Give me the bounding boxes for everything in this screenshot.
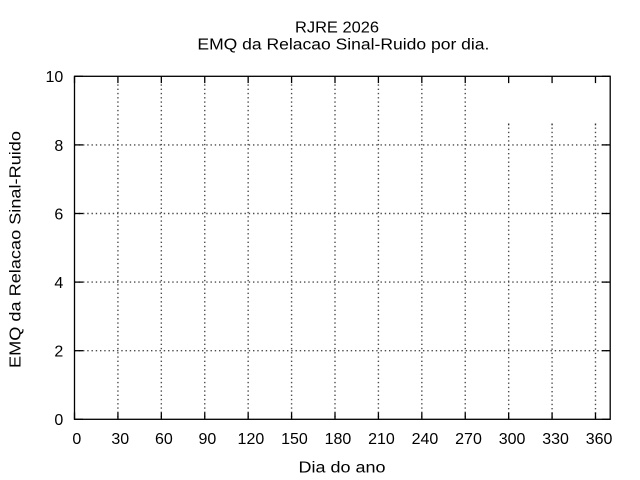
svg-text:10: 10: [46, 69, 64, 86]
svg-text:90: 90: [198, 431, 216, 448]
svg-text:60: 60: [155, 431, 173, 448]
svg-text:240: 240: [412, 431, 439, 448]
svg-text:210: 210: [368, 431, 395, 448]
svg-text:EMQ da Relacao Sinal-Ruido: EMQ da Relacao Sinal-Ruido: [8, 131, 25, 368]
svg-text:150: 150: [281, 431, 308, 448]
svg-text:120: 120: [238, 431, 265, 448]
svg-text:180: 180: [325, 431, 352, 448]
svg-text:6: 6: [54, 206, 63, 223]
svg-text:8: 8: [54, 138, 63, 155]
svg-text:360: 360: [586, 431, 613, 448]
svg-text:2: 2: [54, 344, 63, 361]
svg-text:30: 30: [111, 431, 129, 448]
svg-text:EMQ da Relacao Sinal-Ruido por: EMQ da Relacao Sinal-Ruido por dia.: [197, 36, 489, 53]
svg-text:270: 270: [455, 431, 482, 448]
svg-text:4: 4: [54, 275, 63, 292]
svg-text:300: 300: [499, 431, 526, 448]
svg-text:RJRE 2026: RJRE 2026: [295, 20, 379, 37]
svg-text:0: 0: [54, 412, 63, 429]
svg-text:330: 330: [542, 431, 569, 448]
svg-text:0: 0: [72, 431, 81, 448]
svg-text:Dia do ano: Dia do ano: [299, 459, 386, 476]
